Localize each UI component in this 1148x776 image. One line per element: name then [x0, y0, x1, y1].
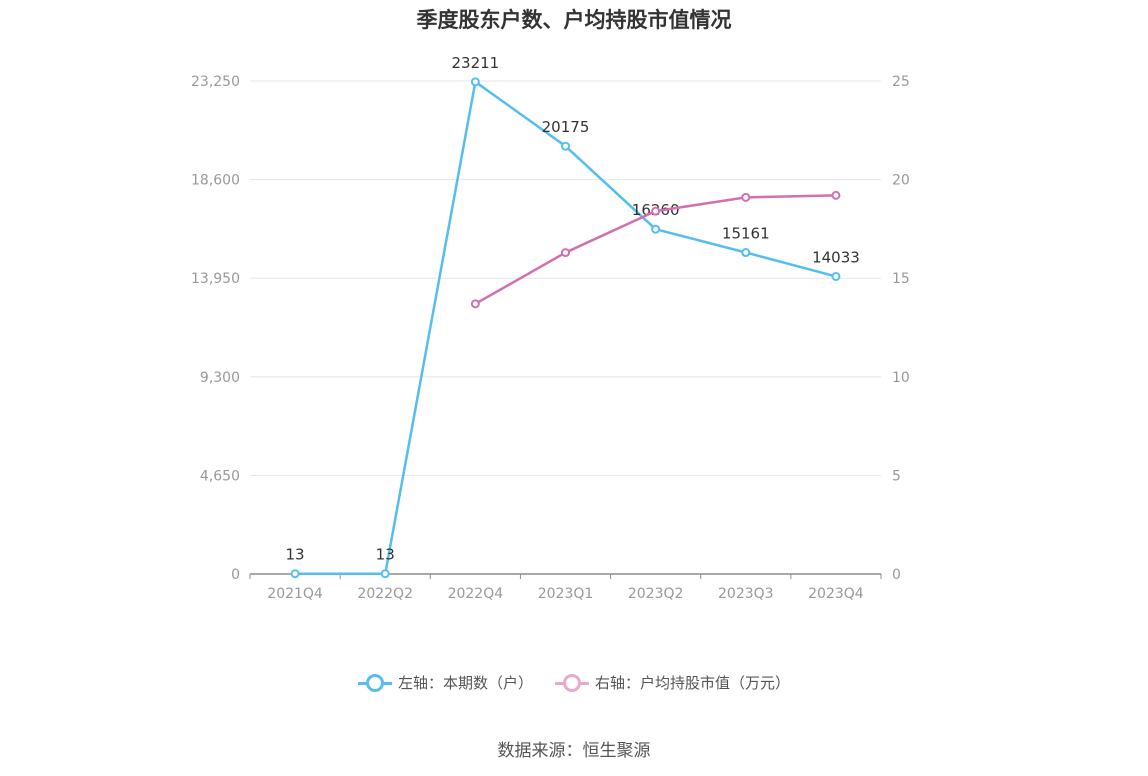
y-left-tick-label: 23,250 [191, 74, 240, 90]
data-label: 13 [286, 546, 305, 564]
legend-swatch-right-icon [555, 673, 589, 692]
data-label: 20175 [542, 118, 590, 136]
data-point-right [651, 206, 661, 216]
legend: 左轴：本期数（户） 右轴：户均持股市值（万元） [0, 672, 1148, 693]
data-point-right [741, 192, 751, 202]
y-right-tick-label: 5 [892, 468, 901, 484]
legend-label-right-series: 右轴：户均持股市值（万元） [595, 674, 791, 692]
data-point-left [380, 569, 390, 579]
y-left-tick-label: 18,600 [191, 173, 240, 189]
x-tick-label: 2022Q2 [357, 586, 413, 602]
legend-label-left-series: 左轴：本期数（户） [397, 674, 533, 692]
data-point-left [290, 569, 300, 579]
data-point-left [741, 248, 751, 258]
y-right-tick-label: 0 [892, 567, 901, 583]
y-left-tick-label: 9,300 [200, 370, 240, 386]
data-point-right [561, 248, 570, 258]
y-right-tick-label: 25 [892, 74, 910, 90]
legend-item-left-series[interactable]: 左轴：本期数（户） [357, 672, 533, 693]
y-left-tick-label: 13,950 [191, 271, 240, 287]
data-point-left [831, 271, 841, 281]
data-label: 15161 [722, 225, 770, 243]
legend-item-right-series[interactable]: 右轴：户均持股市值（万元） [555, 672, 790, 693]
data-point-left [561, 141, 570, 151]
x-tick-label: 2023Q1 [538, 586, 594, 602]
data-label: 13 [376, 546, 395, 564]
chart-title: 季度股东户数、户均持股市值情况 [416, 8, 732, 32]
y-right-tick-label: 10 [892, 370, 910, 386]
y-left-tick-label: 0 [231, 567, 240, 583]
x-tick-label: 2023Q4 [808, 586, 864, 602]
data-point-left [470, 77, 480, 87]
x-tick-label: 2023Q2 [628, 586, 684, 602]
x-tick-label: 2022Q4 [448, 586, 504, 602]
series-line-left [295, 80, 837, 575]
x-tick-label: 2023Q3 [718, 586, 774, 602]
x-tick-label: 2021Q4 [267, 586, 323, 602]
data-source: 数据来源：恒生聚源 [497, 741, 651, 761]
data-label: 14033 [812, 248, 860, 266]
data-point-right [470, 299, 480, 309]
y-right-tick-label: 15 [892, 271, 910, 287]
line-chart: 0 4,650 9,300 13,950 18,600 23,250 0 5 10 15 20 25 2… [191, 54, 910, 602]
data-point-left [651, 224, 661, 234]
data-label: 23211 [451, 54, 499, 72]
y-left-tick-label: 4,650 [200, 468, 240, 484]
legend-swatch-left-icon [357, 673, 392, 692]
y-right-tick-label: 20 [892, 173, 910, 189]
data-point-right [831, 190, 841, 200]
